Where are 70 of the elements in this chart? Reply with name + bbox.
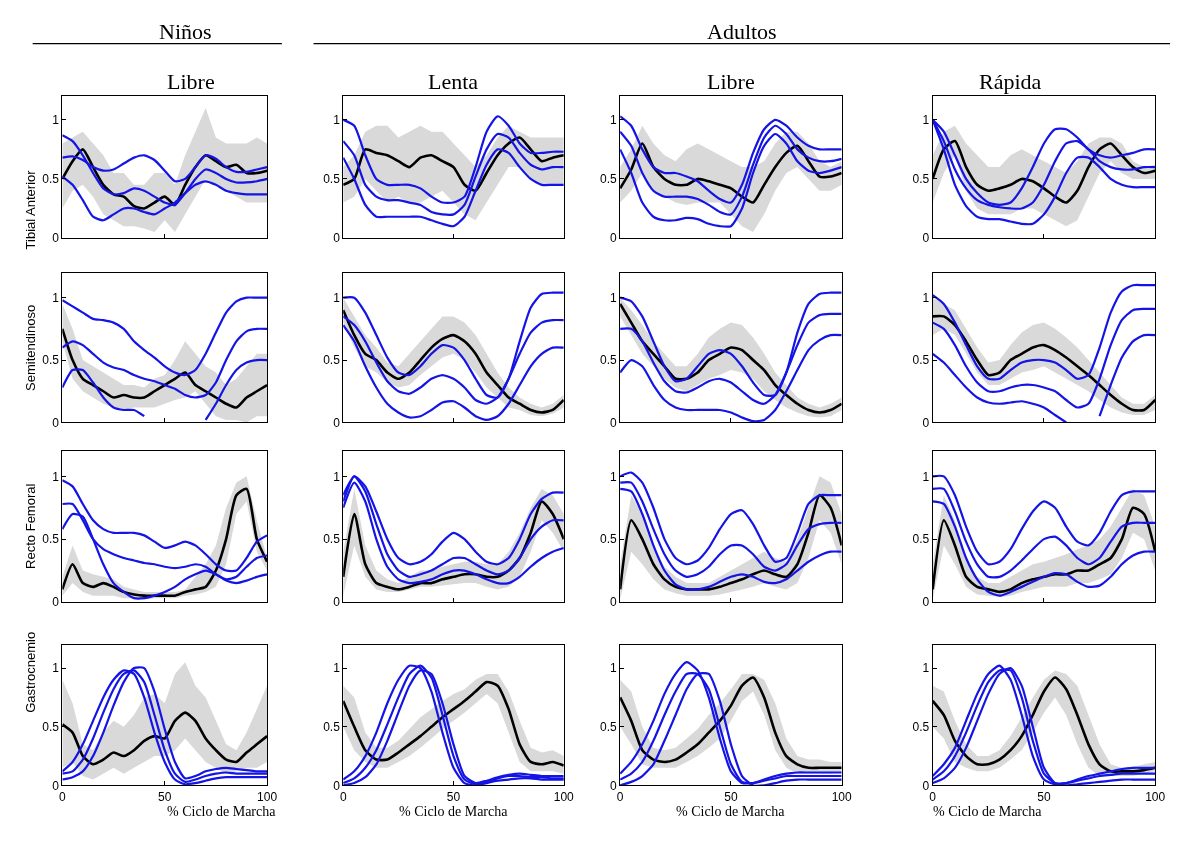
y-tick-label: 0	[52, 595, 60, 610]
y-tick-label: 0.5	[600, 353, 618, 368]
x-tick-label: 50	[1037, 789, 1051, 804]
y-tick-label: 1	[333, 113, 341, 128]
y-tick-label: 0.5	[912, 172, 930, 187]
x-tick-label: 50	[158, 789, 172, 804]
y-tick-label: 0.5	[600, 532, 618, 547]
y-tick-label: 0.5	[600, 172, 618, 187]
y-tick-label: 0	[52, 415, 60, 430]
y-tick-label: 0	[922, 415, 930, 430]
y-tick-label: 0.5	[912, 719, 930, 734]
x-tick-label: 50	[724, 789, 738, 804]
y-tick-label: 0	[610, 595, 618, 610]
x-tick-label: 100	[831, 789, 853, 804]
y-tick-label: 0.5	[323, 172, 341, 187]
y-tick-label: 0	[610, 778, 618, 793]
x-axis-title: % Ciclo de Marcha	[933, 804, 1043, 819]
y-tick-label: 1	[922, 469, 930, 484]
y-tick-label: 0	[52, 231, 60, 246]
y-tick-label: 0	[52, 778, 60, 793]
y-tick-label: 0	[922, 778, 930, 793]
y-axis-title: Tibial Anterior	[23, 169, 39, 250]
y-tick-label: 0	[333, 415, 341, 430]
y-axis-title: Recto Femoral	[22, 483, 38, 569]
text: Niños	[159, 19, 212, 44]
y-tick-label: 0	[333, 778, 341, 793]
y-tick-label: 1	[610, 469, 618, 484]
y-tick-label: 0.5	[42, 353, 60, 368]
y-tick-label: 0.5	[323, 719, 341, 734]
y-tick-label: 0.5	[42, 172, 60, 187]
y-axis-title: Semitendinoso	[22, 304, 38, 391]
chart-title: Lenta	[428, 69, 479, 94]
y-tick-label: 0	[610, 231, 618, 246]
x-tick-label: 100	[257, 789, 278, 804]
chart-title: Rápida	[979, 69, 1042, 94]
y-tick-label: 0.5	[323, 353, 341, 368]
x-tick-label: 100	[553, 789, 575, 804]
y-tick-label: 0	[610, 415, 618, 430]
x-tick-label: 50	[446, 789, 461, 804]
x-tick-label: 100	[1145, 789, 1166, 804]
y-tick-label: 1	[610, 661, 618, 676]
y-tick-label: 0.5	[42, 532, 60, 547]
y-tick-label: 1	[922, 290, 930, 305]
y-tick-label: 0	[922, 595, 930, 610]
y-tick-label: 1	[922, 661, 930, 676]
x-axis-title: % Ciclo de Marcha	[676, 804, 786, 819]
y-axis-title: Gastrocnemio	[22, 631, 38, 713]
y-tick-label: 0.5	[912, 532, 930, 547]
y-tick-label: 1	[333, 661, 341, 676]
y-tick-label: 0.5	[912, 353, 930, 368]
y-tick-label: 1	[610, 290, 618, 305]
y-tick-label: 1	[333, 290, 341, 305]
y-tick-label: 0	[333, 231, 341, 246]
y-tick-label: 1	[52, 290, 60, 305]
y-tick-label: 0.5	[600, 719, 618, 734]
x-axis-title: % Ciclo de Marcha	[167, 804, 277, 819]
chart-title: Libre	[707, 69, 755, 94]
y-tick-label: 0.5	[323, 532, 341, 547]
y-tick-label: 0.5	[42, 719, 60, 734]
x-axis-title: % Ciclo de Marcha	[399, 804, 509, 819]
chart-title: Libre	[167, 69, 215, 94]
y-tick-label: 1	[610, 113, 618, 128]
y-tick-label: 0	[922, 231, 930, 246]
y-tick-label: 1	[52, 661, 60, 676]
y-tick-label: 1	[52, 469, 60, 484]
y-tick-label: 1	[922, 113, 930, 128]
y-tick-label: 1	[52, 113, 60, 128]
text: Adultos	[707, 19, 777, 44]
y-tick-label: 1	[333, 469, 341, 484]
y-tick-label: 0	[333, 595, 341, 610]
